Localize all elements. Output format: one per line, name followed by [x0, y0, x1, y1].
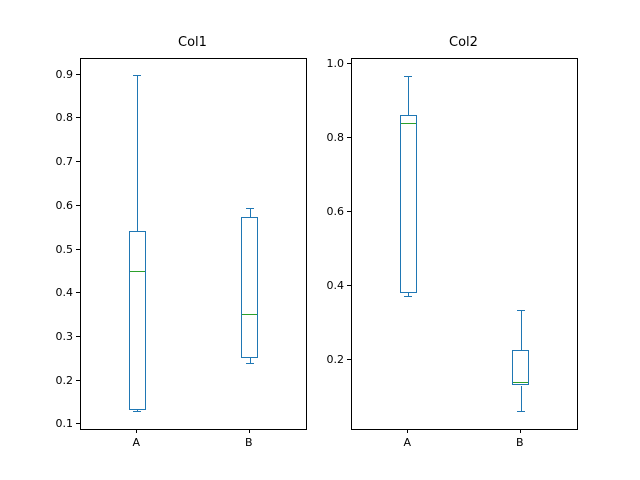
- y-tick-label: 0.6: [326, 204, 345, 218]
- subplot-title-col1: Col1: [178, 35, 207, 50]
- box-whisker-upper: [408, 75, 410, 115]
- box-cap-lower: [133, 411, 142, 413]
- y-tick-label: 0.2: [326, 352, 345, 366]
- box-whisker-lower: [408, 292, 410, 296]
- y-tick-label: 1.0: [326, 56, 345, 70]
- box-whisker-upper: [520, 309, 522, 350]
- box-cap-lower: [404, 295, 413, 297]
- y-tick-mark: [76, 248, 80, 250]
- x-tick-mark: [519, 429, 521, 433]
- box-median-line: [513, 381, 529, 383]
- y-tick-mark: [76, 117, 80, 119]
- x-tick-mark: [136, 429, 138, 433]
- box-cap-upper: [133, 75, 142, 77]
- y-tick-label: 0.2: [55, 373, 74, 387]
- y-tick-label: 0.9: [55, 67, 74, 81]
- box-median-line: [129, 270, 145, 272]
- box-rect: [241, 216, 259, 359]
- box-rect: [512, 349, 530, 386]
- y-tick-label: 0.1: [55, 417, 74, 431]
- x-tick-mark: [248, 429, 250, 433]
- box-median-line: [242, 313, 258, 315]
- y-tick-mark: [76, 204, 80, 206]
- box-rect: [128, 231, 146, 410]
- box-whisker-lower: [249, 358, 251, 363]
- y-tick-mark: [76, 379, 80, 381]
- y-tick-label: 0.4: [55, 286, 74, 300]
- y-tick-mark: [347, 210, 351, 212]
- y-tick-mark: [347, 136, 351, 138]
- box-rect: [399, 114, 417, 293]
- axes-col2: [351, 58, 578, 430]
- y-tick-mark: [76, 335, 80, 337]
- x-tick-mark: [407, 429, 409, 433]
- y-tick-label: 0.5: [55, 242, 74, 256]
- axes-col1: [80, 58, 307, 430]
- box-cap-lower: [516, 411, 525, 413]
- y-tick-mark: [76, 292, 80, 294]
- y-tick-label: 0.3: [55, 329, 74, 343]
- subplot-title-col2: Col2: [449, 35, 478, 50]
- y-tick-label: 0.8: [55, 111, 74, 125]
- box-cap-lower: [245, 362, 254, 364]
- y-tick-mark: [76, 73, 80, 75]
- box-whisker-upper: [249, 207, 251, 217]
- y-tick-mark: [347, 62, 351, 64]
- box-median-line: [400, 122, 416, 124]
- y-tick-label: 0.8: [326, 130, 345, 144]
- box-whisker-lower: [137, 410, 139, 412]
- box-whisker-lower: [520, 385, 522, 412]
- y-tick-label: 0.6: [55, 198, 74, 212]
- y-tick-mark: [76, 161, 80, 162]
- box-cap-upper: [245, 207, 254, 209]
- x-tick-label: B: [245, 436, 253, 449]
- y-tick-mark: [347, 284, 351, 286]
- x-tick-label: A: [132, 436, 141, 449]
- box-cap-upper: [516, 309, 525, 311]
- y-tick-label: 0.4: [326, 278, 345, 292]
- y-tick-mark: [76, 423, 80, 425]
- y-tick-label: 0.7: [55, 155, 74, 168]
- x-tick-label: B: [516, 436, 524, 449]
- box-whisker-upper: [137, 75, 139, 232]
- y-tick-mark: [347, 358, 351, 360]
- box-cap-upper: [404, 75, 413, 77]
- x-tick-label: A: [403, 436, 412, 449]
